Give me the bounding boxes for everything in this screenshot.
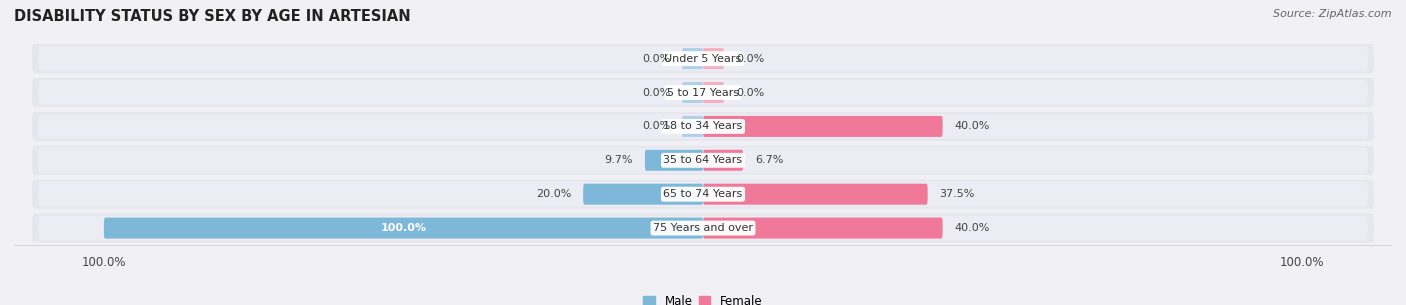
FancyBboxPatch shape	[703, 150, 744, 171]
Text: 9.7%: 9.7%	[605, 155, 633, 165]
FancyBboxPatch shape	[703, 82, 724, 103]
FancyBboxPatch shape	[682, 116, 703, 137]
FancyBboxPatch shape	[32, 78, 1374, 107]
FancyBboxPatch shape	[38, 216, 1368, 241]
FancyBboxPatch shape	[583, 184, 703, 205]
FancyBboxPatch shape	[38, 80, 1368, 105]
Text: 0.0%: 0.0%	[735, 88, 765, 98]
FancyBboxPatch shape	[645, 150, 703, 171]
Text: Under 5 Years: Under 5 Years	[665, 54, 741, 64]
FancyBboxPatch shape	[703, 217, 942, 239]
FancyBboxPatch shape	[682, 48, 703, 69]
Text: 18 to 34 Years: 18 to 34 Years	[664, 121, 742, 131]
FancyBboxPatch shape	[38, 46, 1368, 71]
Text: 0.0%: 0.0%	[641, 54, 671, 64]
Text: 20.0%: 20.0%	[536, 189, 571, 199]
FancyBboxPatch shape	[32, 214, 1374, 243]
Text: 65 to 74 Years: 65 to 74 Years	[664, 189, 742, 199]
FancyBboxPatch shape	[38, 182, 1368, 207]
FancyBboxPatch shape	[32, 180, 1374, 209]
FancyBboxPatch shape	[38, 114, 1368, 139]
Legend: Male, Female: Male, Female	[638, 290, 768, 305]
Text: 35 to 64 Years: 35 to 64 Years	[664, 155, 742, 165]
FancyBboxPatch shape	[104, 217, 703, 239]
FancyBboxPatch shape	[703, 48, 724, 69]
Text: DISABILITY STATUS BY SEX BY AGE IN ARTESIAN: DISABILITY STATUS BY SEX BY AGE IN ARTES…	[14, 9, 411, 24]
Text: 0.0%: 0.0%	[641, 88, 671, 98]
Text: 0.0%: 0.0%	[641, 121, 671, 131]
Text: 37.5%: 37.5%	[939, 189, 974, 199]
Text: 0.0%: 0.0%	[735, 54, 765, 64]
FancyBboxPatch shape	[32, 112, 1374, 141]
Text: 40.0%: 40.0%	[955, 223, 990, 233]
FancyBboxPatch shape	[32, 44, 1374, 73]
FancyBboxPatch shape	[38, 148, 1368, 173]
Text: 75 Years and over: 75 Years and over	[652, 223, 754, 233]
Text: 5 to 17 Years: 5 to 17 Years	[666, 88, 740, 98]
FancyBboxPatch shape	[32, 146, 1374, 175]
Text: 100.0%: 100.0%	[381, 223, 426, 233]
FancyBboxPatch shape	[703, 184, 928, 205]
Text: Source: ZipAtlas.com: Source: ZipAtlas.com	[1274, 9, 1392, 19]
FancyBboxPatch shape	[682, 82, 703, 103]
FancyBboxPatch shape	[703, 116, 942, 137]
Text: 6.7%: 6.7%	[755, 155, 783, 165]
Text: 40.0%: 40.0%	[955, 121, 990, 131]
